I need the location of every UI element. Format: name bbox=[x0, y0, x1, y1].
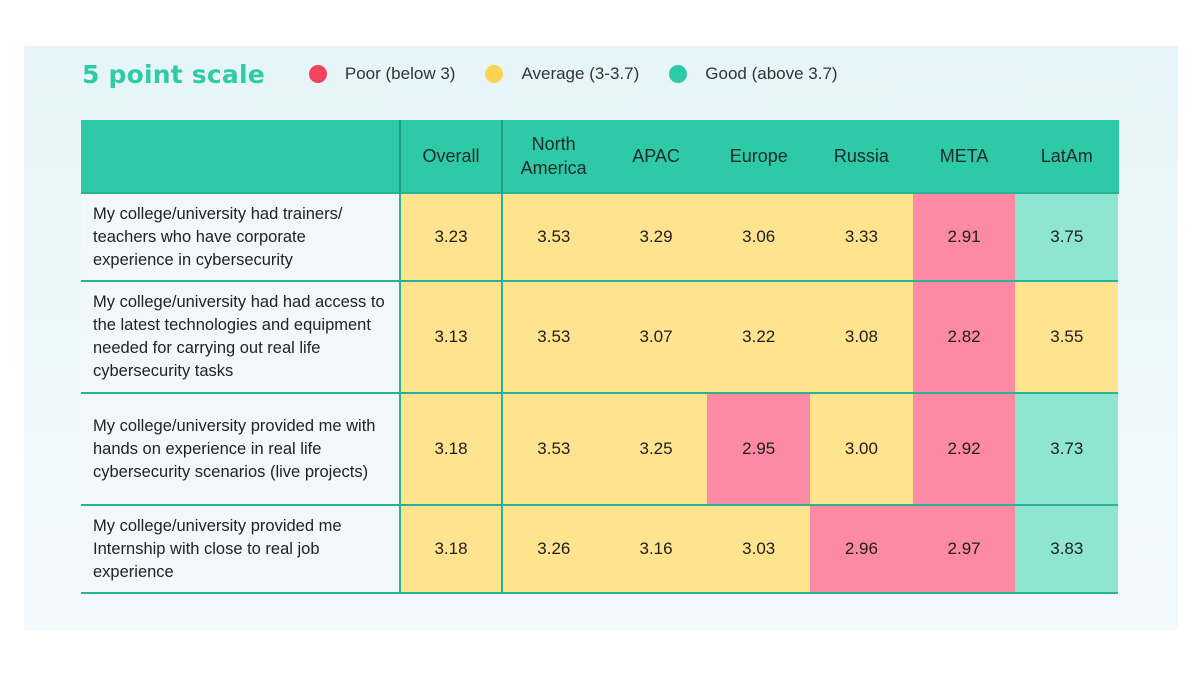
scores-table: Overall North America APAC Europe Russia… bbox=[81, 120, 1119, 594]
header-row: Overall North America APAC Europe Russia… bbox=[81, 120, 1119, 193]
legend: 5 point scale Poor (below 3) Average (3-… bbox=[82, 56, 868, 92]
row-label: My college/university provided me Intern… bbox=[81, 505, 401, 593]
legend-item-good: Good (above 3.7) bbox=[669, 64, 838, 84]
score-cell: 3.22 bbox=[707, 281, 811, 393]
score-cell: 3.06 bbox=[707, 193, 811, 281]
table-row: My college/university had had access to … bbox=[81, 281, 1119, 393]
column-header-latam: LatAm bbox=[1015, 120, 1119, 193]
row-label: My college/university had trainers/ teac… bbox=[81, 193, 401, 281]
score-cell: 3.08 bbox=[810, 281, 913, 393]
poor-dot-icon bbox=[308, 65, 327, 83]
score-cell: 3.33 bbox=[810, 193, 913, 281]
score-cell: 3.53 bbox=[502, 281, 605, 393]
score-cell: 2.97 bbox=[912, 505, 1016, 593]
table-row: My college/university had trainers/ teac… bbox=[81, 193, 1119, 281]
table-row: My college/university provided me with h… bbox=[81, 393, 1119, 505]
legend-item-poor: Poor (below 3) bbox=[308, 64, 456, 84]
score-cell: 3.16 bbox=[604, 505, 708, 593]
score-cell: 3.75 bbox=[1015, 193, 1119, 281]
good-dot-icon bbox=[669, 65, 688, 83]
score-cell: 3.25 bbox=[604, 393, 708, 505]
scale-title: 5 point scale bbox=[82, 59, 265, 89]
score-cell: 3.13 bbox=[400, 281, 503, 393]
legend-label-good: Good (above 3.7) bbox=[705, 64, 838, 83]
score-cell: 3.23 bbox=[400, 193, 503, 281]
score-cell: 3.73 bbox=[1015, 393, 1119, 505]
score-cell: 3.00 bbox=[810, 393, 913, 505]
row-label: My college/university had had access to … bbox=[81, 281, 401, 393]
score-cell: 2.96 bbox=[810, 505, 913, 593]
score-cell: 3.18 bbox=[400, 505, 503, 593]
column-header-meta: META bbox=[912, 120, 1016, 193]
score-cell: 3.18 bbox=[400, 393, 503, 505]
table-row: My college/university provided me Intern… bbox=[81, 505, 1119, 593]
header-corner bbox=[81, 120, 401, 193]
score-cell: 2.82 bbox=[912, 281, 1016, 393]
column-header-russia: Russia bbox=[810, 120, 914, 193]
score-cell: 3.29 bbox=[604, 193, 708, 281]
score-cell: 3.53 bbox=[502, 193, 605, 281]
score-cell: 3.53 bbox=[502, 393, 605, 505]
column-header-north-america: North America bbox=[502, 120, 606, 193]
row-label: My college/university provided me with h… bbox=[81, 393, 401, 505]
score-cell: 3.07 bbox=[604, 281, 708, 393]
score-cell: 2.91 bbox=[912, 193, 1016, 281]
score-cell: 3.83 bbox=[1015, 505, 1119, 593]
score-cell: 2.95 bbox=[707, 393, 811, 505]
average-dot-icon bbox=[485, 65, 504, 83]
legend-label-poor: Poor (below 3) bbox=[344, 64, 456, 83]
legend-label-average: Average (3-3.7) bbox=[521, 64, 640, 83]
score-cell: 3.55 bbox=[1015, 281, 1119, 393]
column-header-europe: Europe bbox=[707, 120, 811, 193]
score-cell: 3.03 bbox=[707, 505, 811, 593]
legend-item-average: Average (3-3.7) bbox=[485, 64, 639, 84]
score-cell: 2.92 bbox=[912, 393, 1016, 505]
column-header-overall: Overall bbox=[400, 120, 503, 193]
score-cell: 3.26 bbox=[502, 505, 605, 593]
column-header-apac: APAC bbox=[604, 120, 708, 193]
